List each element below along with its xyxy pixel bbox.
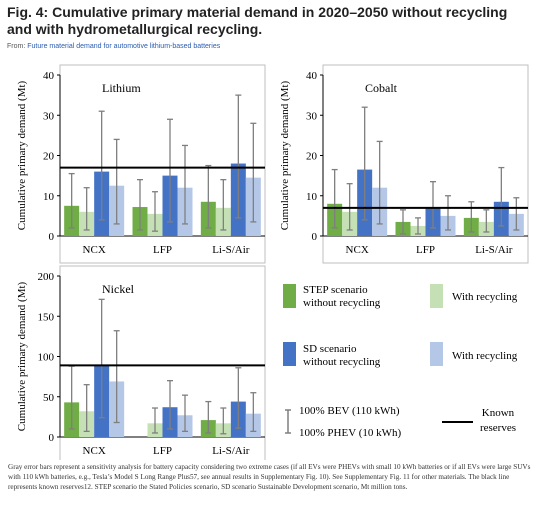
y-tick-label: 50: [43, 392, 55, 404]
legend-label-step-line2: without recycling: [303, 297, 381, 309]
legend-swatch-sd-recycling: [430, 342, 443, 366]
lithium-chart: 0 10 20 30 40 Cumulative primary demand (Mt) L…: [16, 64, 266, 264]
figure-source-prefix: From:: [7, 43, 28, 50]
legend-error-bar-icon: [285, 409, 291, 434]
legend-swatch-sd: [283, 342, 296, 366]
figure-canvas: 0 10 20 30 40 Cumulative primary demand (Mt) L…: [16, 64, 529, 460]
legend: STEP scenario without recycling With rec…: [283, 284, 518, 439]
legend-label-sd-recycling: With recycling: [452, 350, 518, 362]
y-tick-label: 40: [43, 70, 55, 82]
chart-title: Cobalt: [365, 81, 398, 95]
legend-label-step-recycling: With recycling: [452, 291, 518, 303]
cobalt-chart: 0 10 20 30 40 Cumulative primary demand (Mt) C…: [279, 64, 529, 264]
y-tick-label: 0: [312, 231, 318, 243]
figure-source: From: Future material demand for automot…: [7, 43, 220, 50]
category-label: NCX: [346, 244, 369, 256]
category-label: LFP: [153, 445, 172, 457]
y-tick-label: 20: [306, 151, 318, 163]
y-axis-label: Cumulative primary demand (Mt): [16, 80, 28, 230]
figure-title: Fig. 4: Cumulative primary material dema…: [7, 4, 508, 37]
y-tick-label: 10: [306, 191, 318, 203]
y-tick-label: 30: [306, 110, 318, 122]
legend-swatch-step-recycling: [430, 284, 443, 308]
chart-title: Lithium: [102, 81, 141, 95]
legend-label-sd-line1: SD scenario: [303, 343, 357, 355]
legend-label-err-bottom: 100% PHEV (10 kWh): [299, 427, 401, 439]
y-tick-label: 20: [43, 151, 55, 163]
y-tick-label: 10: [43, 191, 55, 203]
legend-label-reserves-line2: reserves: [480, 422, 516, 434]
legend-label-step-line1: STEP scenario: [303, 284, 368, 296]
y-tick-label: 0: [49, 231, 55, 243]
y-tick-label: 0: [49, 432, 55, 444]
category-label: Li-S/Air: [212, 445, 250, 457]
nickel-chart: 0 50 100 150 200 Cumulative primary demand (M…: [16, 265, 266, 460]
category-label: LFP: [416, 244, 435, 256]
category-label: NCX: [83, 244, 106, 256]
y-tick-label: 150: [38, 311, 55, 323]
category-label: LFP: [153, 244, 172, 256]
chart-title: Nickel: [102, 282, 135, 296]
y-tick-label: 100: [38, 352, 55, 364]
y-axis-label: Cumulative primary demand (Mt): [16, 281, 28, 431]
y-axis-label: Cumulative primary demand (Mt): [279, 80, 291, 230]
category-label: Li-S/Air: [212, 244, 250, 256]
legend-label-err-top: 100% BEV (110 kWh): [299, 405, 400, 417]
y-tick-label: 200: [38, 271, 55, 283]
figure-caption: Gray error bars represent a sensitivity …: [8, 463, 531, 491]
legend-label-sd-line2: without recycling: [303, 356, 381, 368]
y-tick-label: 30: [43, 110, 55, 122]
legend-label-reserves-line1: Known: [482, 407, 515, 419]
category-label: Li-S/Air: [475, 244, 513, 256]
y-tick-label: 40: [306, 70, 318, 82]
figure-source-link[interactable]: Future material demand for automotive li…: [27, 43, 221, 50]
category-label: NCX: [83, 445, 106, 457]
legend-swatch-step: [283, 284, 296, 308]
